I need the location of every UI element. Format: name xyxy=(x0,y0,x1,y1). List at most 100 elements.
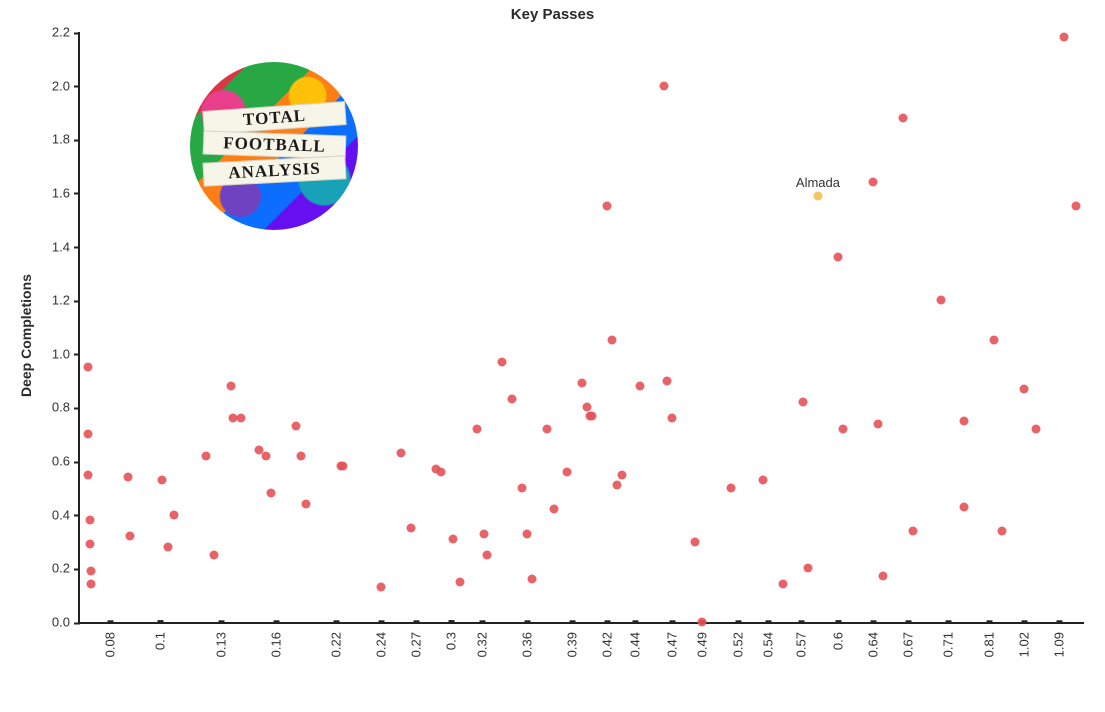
scatter-point xyxy=(1031,424,1040,433)
point-label: Almada xyxy=(796,175,840,190)
scatter-point xyxy=(549,505,558,514)
y-tick: 1.8 xyxy=(52,132,80,147)
scatter-point xyxy=(84,430,93,439)
x-tick: 0.67 xyxy=(901,622,916,657)
scatter-point xyxy=(1059,33,1068,42)
scatter-point xyxy=(603,202,612,211)
scatter-point xyxy=(87,567,96,576)
logo-total-football-analysis: TOTALFOOTBALLANALYSIS xyxy=(190,62,358,230)
scatter-point xyxy=(578,379,587,388)
scatter-point xyxy=(124,473,133,482)
scatter-point xyxy=(937,296,946,305)
scatter-point xyxy=(660,81,669,90)
y-tick: 1.2 xyxy=(52,293,80,308)
scatter-point xyxy=(87,580,96,589)
x-tick: 0.64 xyxy=(866,622,881,657)
y-tick: 2.2 xyxy=(52,25,80,40)
scatter-point xyxy=(497,357,506,366)
x-tick: 0.57 xyxy=(793,622,808,657)
y-tick: 1.4 xyxy=(52,239,80,254)
chart-title: Key Passes xyxy=(0,6,1105,23)
x-tick: 0.54 xyxy=(760,622,775,657)
scatter-point xyxy=(909,526,918,535)
scatter-point xyxy=(291,422,300,431)
x-tick: 1.09 xyxy=(1051,622,1066,657)
scatter-point xyxy=(691,537,700,546)
scatter-point xyxy=(455,577,464,586)
scatter-point xyxy=(527,575,536,584)
scatter-point xyxy=(778,580,787,589)
y-tick: 0.8 xyxy=(52,400,80,415)
scatter-point xyxy=(613,481,622,490)
scatter-point xyxy=(1019,384,1028,393)
scatter-point xyxy=(542,424,551,433)
scatter-point xyxy=(479,529,488,538)
scatter-point xyxy=(84,470,93,479)
x-tick: 0.27 xyxy=(409,622,424,657)
x-tick: 0.36 xyxy=(519,622,534,657)
scatter-point xyxy=(482,550,491,559)
y-axis-label: Deep Completions xyxy=(18,274,34,397)
scatter-point xyxy=(726,483,735,492)
y-tick: 1.0 xyxy=(52,346,80,361)
scatter-point xyxy=(266,489,275,498)
x-tick: 0.44 xyxy=(628,622,643,657)
scatter-point xyxy=(86,516,95,525)
scatter-point xyxy=(869,178,878,187)
scatter-point xyxy=(407,524,416,533)
scatter-point xyxy=(158,475,167,484)
scatter-point xyxy=(209,550,218,559)
scatter-point xyxy=(507,395,516,404)
scatter-point xyxy=(698,618,707,627)
x-tick: 0.3 xyxy=(444,622,459,650)
scatter-point xyxy=(834,253,843,262)
x-tick: 0.42 xyxy=(600,622,615,657)
x-tick: 0.49 xyxy=(695,622,710,657)
y-tick: 0.0 xyxy=(52,615,80,630)
scatter-point xyxy=(201,451,210,460)
scatter-point xyxy=(899,113,908,122)
y-tick: 2.0 xyxy=(52,78,80,93)
y-tick: 0.2 xyxy=(52,561,80,576)
y-tick: 1.6 xyxy=(52,185,80,200)
x-tick: 0.52 xyxy=(730,622,745,657)
scatter-point-highlight xyxy=(813,191,822,200)
scatter-point xyxy=(803,564,812,573)
x-tick: 0.32 xyxy=(474,622,489,657)
scatter-point xyxy=(758,475,767,484)
scatter-point xyxy=(226,382,235,391)
scatter-point xyxy=(296,451,305,460)
scatter-point xyxy=(879,572,888,581)
x-tick: 0.47 xyxy=(665,622,680,657)
scatter-point xyxy=(874,419,883,428)
x-tick: 0.6 xyxy=(831,622,846,650)
x-tick: 1.02 xyxy=(1016,622,1031,657)
scatter-point xyxy=(663,376,672,385)
scatter-point xyxy=(636,382,645,391)
scatter-point xyxy=(608,336,617,345)
scatter-point xyxy=(261,451,270,460)
scatter-point xyxy=(86,540,95,549)
x-tick: 0.71 xyxy=(941,622,956,657)
x-tick: 0.16 xyxy=(268,622,283,657)
scatter-point xyxy=(339,462,348,471)
x-tick: 0.1 xyxy=(153,622,168,650)
y-tick: 0.4 xyxy=(52,507,80,522)
scatter-point xyxy=(437,467,446,476)
scatter-point xyxy=(397,449,406,458)
scatter-point xyxy=(170,510,179,519)
x-tick: 0.39 xyxy=(564,622,579,657)
scatter-point xyxy=(472,424,481,433)
scatter-point xyxy=(588,411,597,420)
x-tick: 0.81 xyxy=(981,622,996,657)
scatter-point xyxy=(236,414,245,423)
scatter-point xyxy=(618,470,627,479)
x-tick: 0.08 xyxy=(103,622,118,657)
logo-text-band: FOOTBALL xyxy=(203,130,347,159)
scatter-point xyxy=(839,424,848,433)
scatter-point xyxy=(798,398,807,407)
scatter-point xyxy=(126,532,135,541)
scatter-point xyxy=(522,529,531,538)
scatter-point xyxy=(301,500,310,509)
scatter-point xyxy=(84,363,93,372)
